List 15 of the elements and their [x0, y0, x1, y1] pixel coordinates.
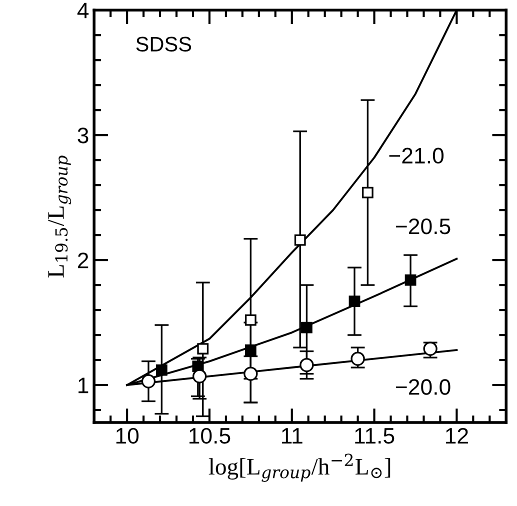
x-tick-label: 11.5: [355, 428, 394, 444]
series-label: −21.0: [389, 148, 444, 164]
y-tick-label: 3: [78, 128, 88, 144]
x-tick-label: 10.5: [190, 428, 230, 444]
x-tick-label: 10: [116, 428, 139, 444]
x-axis-title: log[L$_{group}$/h$^{−2}$L$_{⊙}$]: [208, 454, 390, 482]
legend-label: −20.5: [396, 218, 450, 234]
x-tick-label: 11: [282, 428, 302, 444]
x-tick-label: 12: [446, 428, 468, 444]
legend-label: −20.0: [396, 379, 450, 395]
y-tick-label: 1: [78, 378, 88, 394]
y-tick-label: 2: [78, 252, 88, 268]
y-axis-title: L$_{19.5}$/L$_{group}$: [48, 156, 72, 278]
y-tick-label: 4: [77, 2, 89, 18]
annotation: SDSS: [136, 36, 192, 52]
